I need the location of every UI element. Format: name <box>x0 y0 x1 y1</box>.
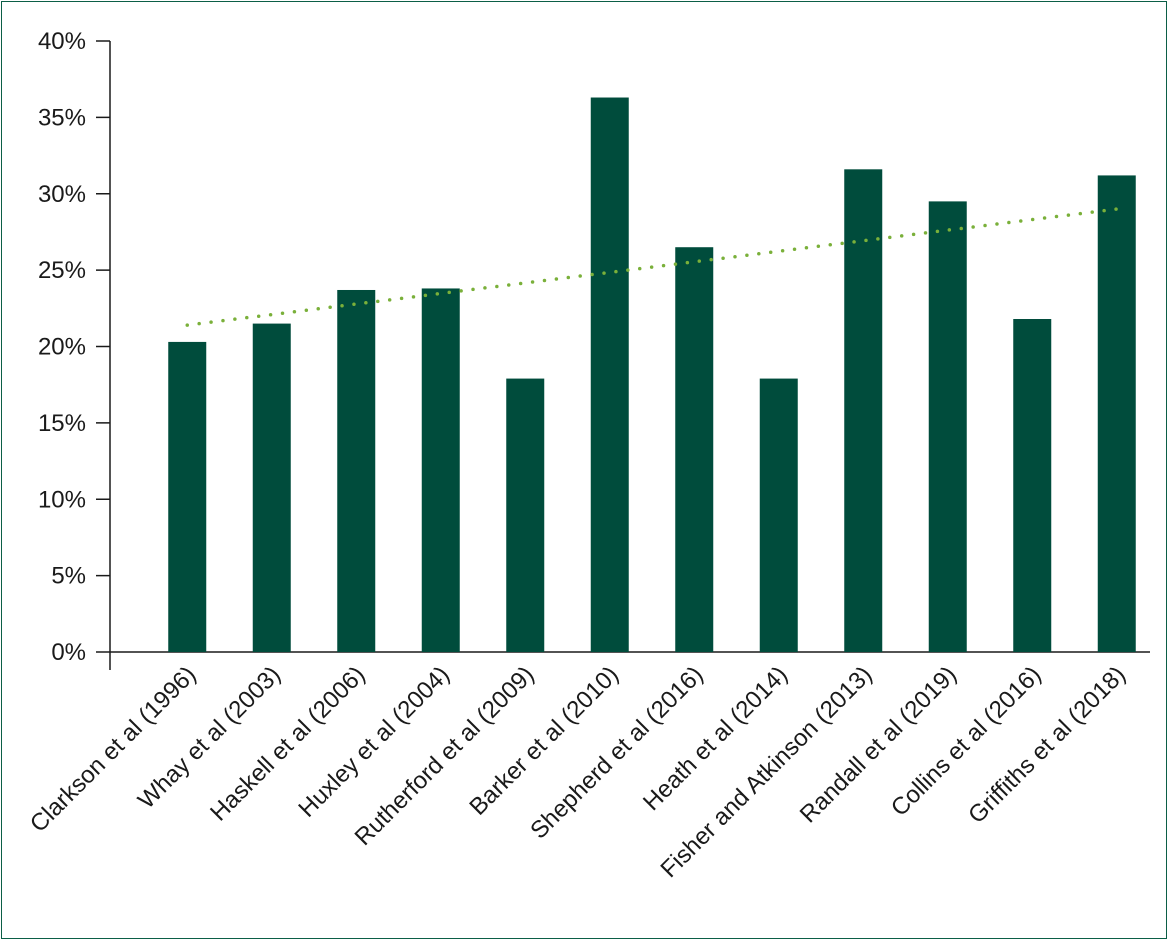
category-labels: Clarkson et al (1996)Whay et al (2003)Ha… <box>25 661 1131 883</box>
y-tick-label: 10% <box>38 486 86 513</box>
bar <box>759 378 798 652</box>
bar <box>168 341 207 652</box>
y-tick-label: 35% <box>38 104 86 131</box>
trendline-line <box>185 207 1119 327</box>
y-tick-label: 5% <box>51 563 86 590</box>
category-label: Barker et al (2010) <box>464 661 624 821</box>
bar <box>506 378 545 652</box>
bar <box>337 289 376 652</box>
bar <box>1097 175 1136 653</box>
bar <box>590 97 629 652</box>
bar <box>844 169 883 652</box>
y-tick-label: 40% <box>38 28 86 55</box>
y-axis: 0% 5% 10% 15% 20% 25% 30% 35% 40% <box>38 28 111 666</box>
category-label: Collins et al (2016) <box>886 661 1047 822</box>
bar <box>421 288 460 652</box>
y-tick-label: 25% <box>38 257 86 284</box>
category-label: Clarkson et al (1996) <box>25 661 202 838</box>
category-label: Haskell et al (2006) <box>205 661 370 826</box>
category-label: Heath et al (2014) <box>638 661 793 816</box>
y-tick-label: 15% <box>38 410 86 437</box>
y-tick-label: 30% <box>38 181 86 208</box>
bar <box>1013 319 1052 652</box>
trendline <box>185 207 1119 327</box>
bars <box>168 97 1136 653</box>
category-label: Griffiths et al (2018) <box>963 661 1131 829</box>
category-label: Randall et al (2019) <box>795 661 962 828</box>
bar <box>928 201 967 652</box>
y-tick-label: 0% <box>51 639 86 666</box>
y-tick-label: 20% <box>38 334 86 361</box>
bar <box>675 247 714 652</box>
category-label: Huxley et al (2004) <box>293 661 455 823</box>
category-label: Whay et al (2003) <box>133 661 286 814</box>
bar <box>252 323 291 652</box>
